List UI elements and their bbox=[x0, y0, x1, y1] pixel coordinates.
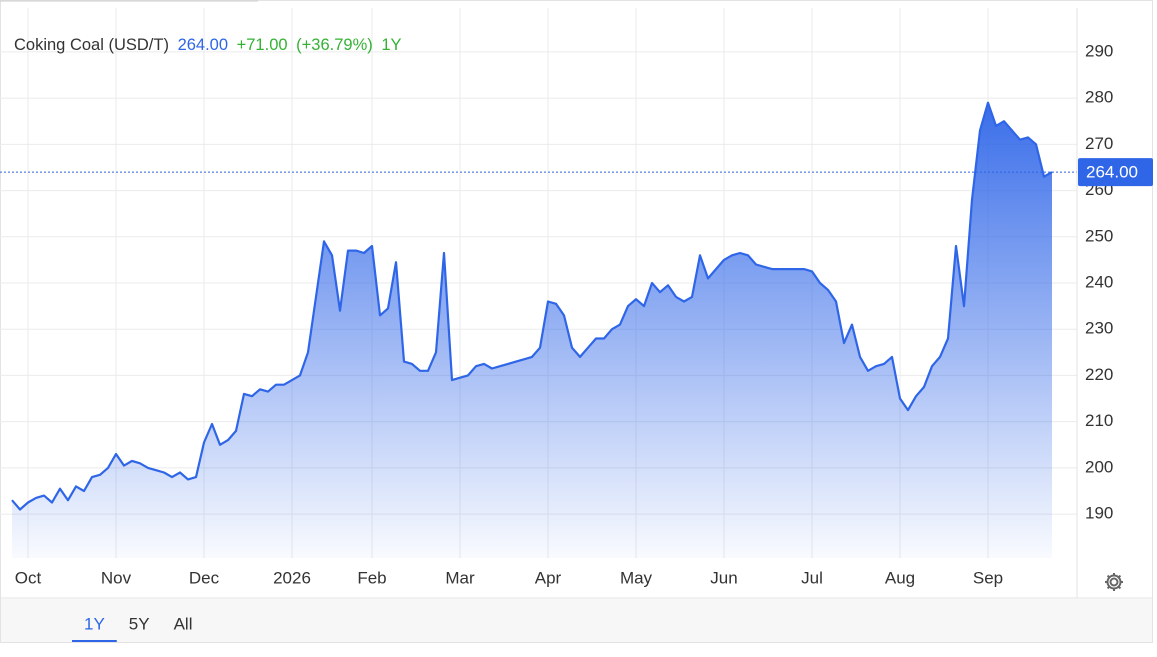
price-badge bbox=[1078, 158, 1153, 187]
range-button[interactable]: 5Y bbox=[129, 614, 150, 633]
price-badge-label: 264.00 bbox=[1086, 163, 1138, 182]
grid bbox=[0, 8, 1077, 558]
y-tick-label: 290 bbox=[1085, 41, 1113, 60]
x-tick-label: Feb bbox=[357, 568, 386, 587]
range-button[interactable]: All bbox=[174, 614, 193, 633]
x-tick-label: Aug bbox=[885, 568, 915, 587]
x-tick-label: Jul bbox=[801, 568, 823, 587]
y-tick-label: 280 bbox=[1085, 88, 1113, 107]
x-tick-label: Nov bbox=[101, 568, 132, 587]
footer bbox=[1, 599, 1152, 642]
x-tick-label: Mar bbox=[445, 568, 475, 587]
y-tick-label: 190 bbox=[1085, 504, 1113, 523]
x-tick-label: Apr bbox=[535, 568, 562, 587]
x-tick-label: May bbox=[620, 568, 653, 587]
y-tick-label: 250 bbox=[1085, 226, 1113, 245]
range-button[interactable]: 1Y bbox=[84, 614, 105, 633]
y-tick-label: 230 bbox=[1085, 319, 1113, 338]
plot bbox=[0, 101, 1077, 558]
title: Coking Coal (USD/T) bbox=[14, 36, 169, 54]
y-tick-label: 220 bbox=[1085, 365, 1113, 384]
x-tick-label: 2026 bbox=[273, 568, 311, 587]
x-tick-label: Oct bbox=[15, 568, 42, 587]
y-tick-label: 240 bbox=[1085, 272, 1113, 291]
x-tick-label: Dec bbox=[189, 568, 220, 587]
y-tick-label: 270 bbox=[1085, 134, 1113, 153]
x-tick-label: Sep bbox=[973, 568, 1003, 587]
header: Coking Coal (USD/T) 264.00 +71.00 (+36.7… bbox=[14, 36, 402, 54]
y-tick-label: 200 bbox=[1085, 457, 1113, 476]
price: 264.00 bbox=[178, 36, 228, 54]
x-tick-label: Jun bbox=[710, 568, 737, 587]
y-tick-label: 210 bbox=[1085, 411, 1113, 430]
period: 1Y bbox=[381, 36, 401, 54]
price-line bbox=[11, 101, 1053, 511]
range-buttons: 1Y 5Y All bbox=[72, 614, 193, 642]
settings-icon[interactable] bbox=[1105, 573, 1123, 591]
change-pct: (+36.79%) bbox=[296, 36, 373, 54]
area-fill bbox=[12, 102, 1052, 558]
change: +71.00 bbox=[237, 36, 288, 54]
